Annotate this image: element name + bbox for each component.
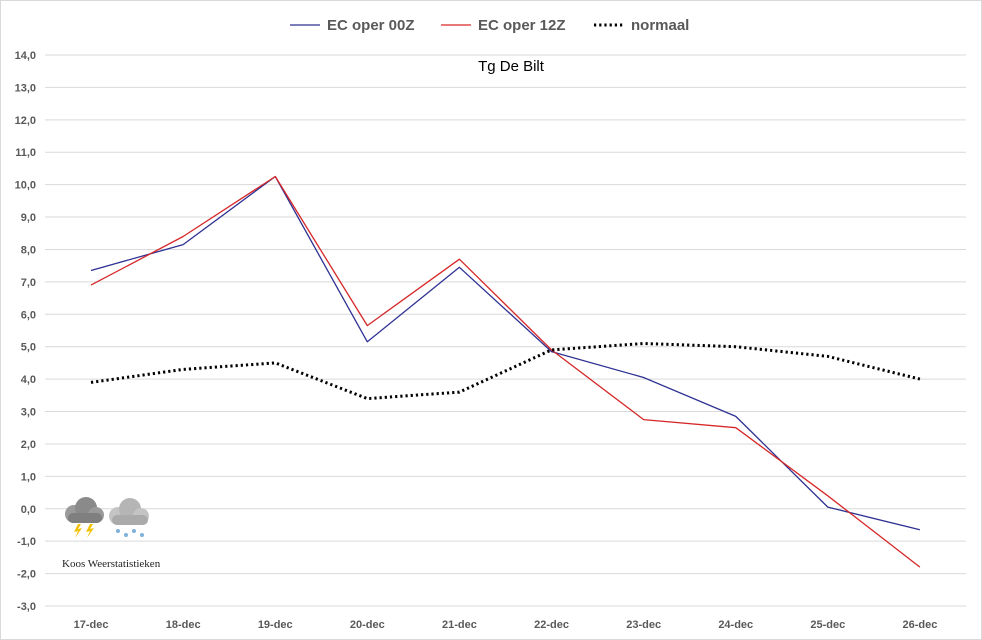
chart-title: Tg De Bilt — [478, 58, 545, 75]
x-tick-label: 18-dec — [166, 619, 201, 631]
watermark-text: Koos Weerstatistieken — [62, 558, 161, 570]
y-tick-label: 8,0 — [21, 244, 36, 256]
watermark: Koos Weerstatistieken — [62, 497, 161, 570]
x-tick-label: 21-dec — [442, 619, 477, 631]
y-tick-label: 5,0 — [21, 342, 36, 354]
y-tick-label: 6,0 — [21, 309, 36, 321]
y-tick-label: 10,0 — [15, 180, 36, 192]
y-tick-label: 11,0 — [15, 147, 36, 159]
y-tick-label: 14,0 — [15, 50, 36, 62]
x-tick-label: 25-dec — [810, 619, 845, 631]
y-tick-label: 12,0 — [15, 115, 36, 127]
y-tick-label: 3,0 — [21, 407, 36, 419]
x-tick-label: 24-dec — [718, 619, 753, 631]
x-tick-label: 22-dec — [534, 619, 569, 631]
y-tick-label: 4,0 — [21, 374, 36, 386]
legend-entry: EC oper 12Z — [478, 17, 566, 34]
snow-cloud-icon — [109, 498, 149, 537]
x-tick-labels: 17-dec 18-dec 19-dec 20-dec 21-dec 22-dec 23-d… — [74, 619, 938, 631]
legend-entry: normaal — [631, 17, 689, 34]
legend-entry: EC oper 00Z — [327, 17, 415, 34]
x-tick-label: 26-dec — [903, 619, 938, 631]
series-line-normaal — [90, 342, 921, 401]
y-tick-label: 9,0 — [21, 212, 36, 224]
y-tick-label: 2,0 — [21, 439, 36, 451]
legend: EC oper 00Z EC oper 12Z normaal — [290, 17, 689, 34]
y-tick-label: 0,0 — [21, 504, 36, 516]
y-tick-label: 7,0 — [21, 277, 36, 289]
thunderstorm-cloud-icon — [65, 497, 104, 538]
x-tick-label: 17-dec — [74, 619, 109, 631]
y-tick-label: -2,0 — [17, 569, 36, 581]
y-tick-labels: 14,0 13,0 12,0 11,0 10,0 9,0 8,0 7,0 6,0 5,0 4,0 3,… — [15, 50, 36, 613]
series-lines — [90, 175, 921, 568]
y-tick-label: 1,0 — [21, 471, 36, 483]
gridlines — [45, 54, 966, 607]
y-tick-label: 13,0 — [15, 82, 36, 94]
x-tick-label: 23-dec — [626, 619, 661, 631]
y-tick-label: -1,0 — [17, 536, 36, 548]
x-tick-label: 20-dec — [350, 619, 385, 631]
y-tick-label: -3,0 — [17, 601, 36, 613]
series-line-ec-oper-12z — [90, 175, 921, 568]
x-tick-label: 19-dec — [258, 619, 293, 631]
